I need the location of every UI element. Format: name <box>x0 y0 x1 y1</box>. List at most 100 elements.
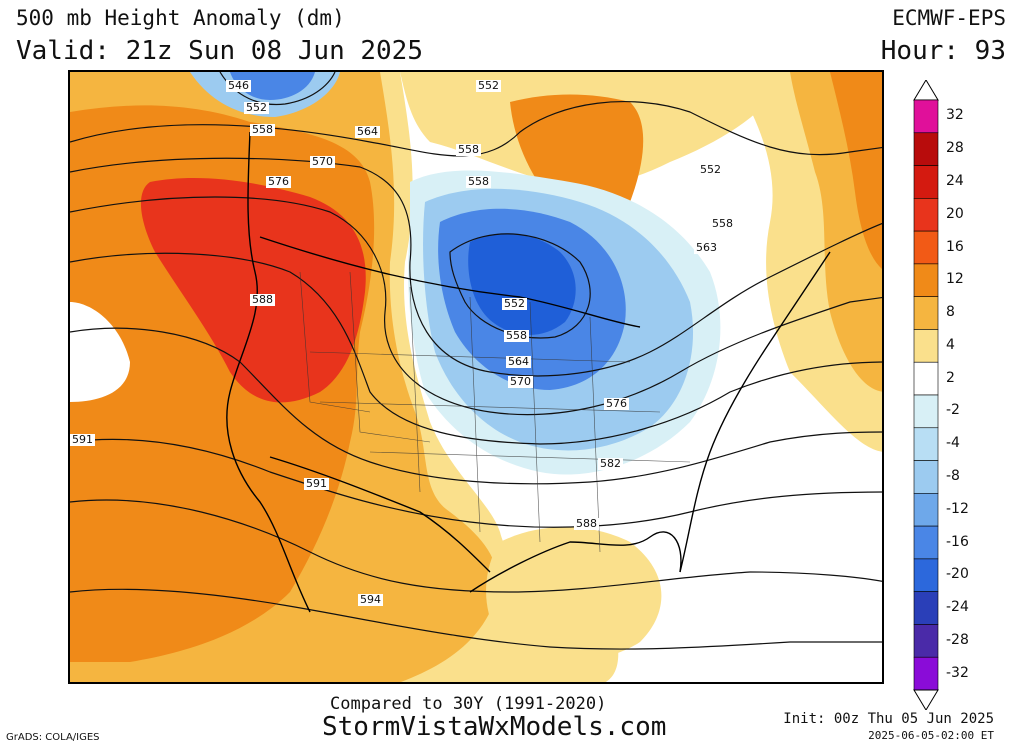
colorbar-swatch <box>913 230 939 265</box>
colorbar-swatch <box>913 460 939 494</box>
east-coastline <box>679 251 831 573</box>
colorbar-tick-label: -12 <box>946 500 969 517</box>
state-line <box>369 451 691 463</box>
state-lines <box>299 271 691 553</box>
colorbar-tick-label: -28 <box>946 631 969 648</box>
contour-line <box>449 233 591 339</box>
gulf-coastline <box>469 531 682 593</box>
contour-label: 563 <box>694 241 719 254</box>
colorbar-tick-label: 24 <box>946 172 964 189</box>
colorbar-tick-label: 16 <box>946 238 964 255</box>
state-line <box>409 286 421 493</box>
anomaly-strong-west <box>140 177 366 403</box>
colorbar-swatch <box>913 394 939 429</box>
colorbar-swatch <box>913 427 939 461</box>
colorbar-tick-label: -20 <box>946 566 969 583</box>
colorbar-swatch <box>913 525 939 560</box>
colorbar-tick-label: -4 <box>946 435 960 452</box>
contour-label: 564 <box>355 125 380 138</box>
contour-label: 558 <box>504 329 529 342</box>
state-line <box>319 401 661 413</box>
contour-label: 576 <box>604 397 629 410</box>
climatology-note: Compared to 30Y (1991-2020) <box>330 694 607 714</box>
map-title: 500 mb Height Anomaly (dm) <box>16 6 345 30</box>
contour-line <box>70 438 882 528</box>
contour-label: 576 <box>266 175 291 188</box>
init-time: Init: 00z Thu 05 Jun 2025 <box>783 711 994 727</box>
forecast-hour: Hour: 93 <box>880 36 1006 66</box>
contour-label: 570 <box>310 155 335 168</box>
colorbar-swatch <box>913 329 939 363</box>
contour-label: 552 <box>244 101 269 114</box>
colorbar-swatch <box>913 165 939 199</box>
anomaly-very-strong-negative <box>468 233 576 335</box>
colorbar-tick-label: 28 <box>946 140 964 157</box>
colorbar-tick-label: -2 <box>946 402 960 419</box>
contour-label: 582 <box>598 457 623 470</box>
anomaly-map: 546 552 558 564 570 576 588 591 591 594 … <box>68 70 884 684</box>
us-canada-border <box>259 236 641 328</box>
west-coastline <box>226 131 311 613</box>
colorbar-tick-label: 2 <box>946 369 955 386</box>
colorbar-swatch <box>913 656 939 691</box>
valid-time: Valid: 21z Sun 08 Jun 2025 <box>16 36 423 66</box>
colorbar-bottom-arrow <box>913 689 939 710</box>
colorbar-top-arrow <box>913 80 939 101</box>
colorbar-swatch <box>913 361 939 396</box>
colorbar-tick-label: 20 <box>946 205 964 222</box>
contour-label: 564 <box>506 355 531 368</box>
state-line <box>309 351 631 363</box>
colorbar-swatch <box>913 493 939 527</box>
colorbar-tick-label: 4 <box>946 336 955 353</box>
contour-label: 594 <box>358 593 383 606</box>
state-line <box>299 271 371 413</box>
grads-credit: GrADS: COLA/IGES <box>6 732 100 743</box>
colorbar-swatch <box>913 296 939 330</box>
contour-line <box>70 196 882 416</box>
contour-line <box>70 327 882 485</box>
contour-label: 591 <box>304 477 329 490</box>
state-line <box>349 271 431 443</box>
issue-timestamp: 2025-06-05-02:00 ET <box>868 729 994 742</box>
state-line <box>469 296 481 533</box>
contour-label: 546 <box>226 79 251 92</box>
colorbar-tick-label: 12 <box>946 271 964 288</box>
colorbar-swatch <box>913 263 939 297</box>
contour-line <box>70 252 882 445</box>
model-name: ECMWF-EPS <box>892 6 1006 30</box>
anomaly-positive-southeast <box>486 527 662 663</box>
colorbar-tick-label: -24 <box>946 599 969 616</box>
anomaly-strong-negative-nw <box>230 72 315 100</box>
colorbar-swatch <box>913 591 939 625</box>
state-line <box>589 316 601 553</box>
colorbar-tick-label: -32 <box>946 664 969 681</box>
contour-label: 552 <box>476 79 501 92</box>
anomaly-shading <box>70 72 882 682</box>
site-name: StormVistaWxModels.com <box>322 712 667 742</box>
contour-line <box>70 588 882 650</box>
colorbar-tick-label: -16 <box>946 533 969 550</box>
contour-label: 591 <box>70 433 95 446</box>
colorbar-tick-label: -8 <box>946 467 960 484</box>
contour-label: 588 <box>574 517 599 530</box>
contour-label: 570 <box>508 375 533 388</box>
colorbar-swatch <box>913 99 939 134</box>
colorbar-swatches <box>913 99 939 691</box>
colorbar-swatch <box>913 624 939 658</box>
contour-label: 552 <box>502 297 527 310</box>
colorbar-swatch <box>913 558 939 592</box>
map-canvas <box>70 72 882 682</box>
contour-line <box>70 499 882 593</box>
contour-label: 558 <box>250 123 275 136</box>
colorbar-tick-label: 32 <box>946 107 964 124</box>
anomaly-slight-west-gap <box>70 302 130 402</box>
contour-label: 558 <box>466 175 491 188</box>
contour-label: 588 <box>250 293 275 306</box>
anomaly-strong-east <box>830 72 882 269</box>
state-line <box>529 301 541 543</box>
colorbar-swatch <box>913 132 939 166</box>
contour-label: 552 <box>698 163 723 176</box>
geography-lines <box>226 131 831 613</box>
colorbar <box>913 80 939 710</box>
colorbar-tick-label: 8 <box>946 304 955 321</box>
